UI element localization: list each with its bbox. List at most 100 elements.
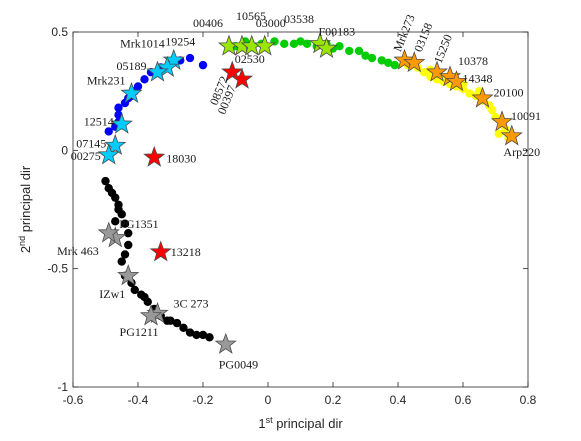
data-point <box>192 330 201 340</box>
star-label: 20100 <box>494 85 524 99</box>
star-label: PG0049 <box>219 357 258 371</box>
star-label: PG1351 <box>119 217 158 231</box>
star-label: 00275 <box>71 149 101 163</box>
star-label: F00183 <box>319 25 356 39</box>
star-label: 14348 <box>463 72 493 86</box>
star-label: 13218 <box>171 245 201 259</box>
stars-layer <box>97 32 523 354</box>
x-axis-label: 1st principal dir <box>258 415 343 431</box>
x-tick-label: -0.4 <box>128 393 149 407</box>
data-point <box>120 250 130 259</box>
star-marker <box>490 110 514 132</box>
data-point <box>280 39 289 49</box>
x-tick-label: -0.2 <box>193 393 214 407</box>
star-label: 10565 <box>236 9 266 23</box>
data-point <box>120 219 130 228</box>
x-tick-label: 0.4 <box>390 393 407 407</box>
star-labels-layer: Mrk1014 1925405189Mrk23112514071450027500… <box>57 9 541 371</box>
data-point <box>185 53 195 63</box>
star-marker <box>117 264 140 286</box>
y-tick-label: -0.5 <box>47 262 68 276</box>
data-point <box>130 285 139 295</box>
x-tick-label: -0.6 <box>63 393 84 407</box>
y-tick-label: 0 <box>61 143 68 157</box>
star-marker <box>214 332 237 354</box>
star-label: 18030 <box>166 151 196 165</box>
star-marker <box>120 81 143 103</box>
star-marker <box>139 304 163 326</box>
star-label: 19254 <box>165 35 195 49</box>
star-label: 07145 <box>76 137 106 151</box>
star-marker <box>445 70 468 92</box>
data-point <box>377 56 386 65</box>
data-point <box>198 60 208 70</box>
data-point <box>419 68 429 77</box>
data-point <box>367 53 377 63</box>
plot-frame <box>72 31 529 388</box>
data-point <box>296 37 305 46</box>
star-marker <box>146 60 169 82</box>
star-label: 12514 <box>84 114 114 128</box>
star-marker <box>104 133 127 156</box>
star-label: 02530 <box>235 52 265 66</box>
star-label: PG1211 <box>120 325 159 339</box>
star-marker <box>253 34 276 56</box>
star-label: 00406 <box>193 16 223 30</box>
data-point <box>185 328 195 337</box>
x-tick-label: 0 <box>265 393 272 407</box>
data-point <box>111 217 120 226</box>
star-marker <box>97 143 120 165</box>
data-point <box>465 89 474 98</box>
data-point <box>354 46 364 56</box>
data-point <box>140 292 149 302</box>
star-marker <box>143 145 166 167</box>
data-point <box>289 39 299 49</box>
star-label: 10378 <box>458 54 488 68</box>
data-point <box>124 228 133 238</box>
data-point <box>166 316 175 325</box>
data-point <box>335 42 344 51</box>
data-point <box>390 60 399 70</box>
star-marker <box>403 51 426 73</box>
data-point <box>361 51 370 60</box>
axes-layer: -0.6 -0.4 -0.2 0 0.2 0.4 0.6 0.8 -1 -0.5 0 0.5 <box>47 25 536 407</box>
star-marker <box>97 221 120 243</box>
star-marker <box>156 55 179 77</box>
data-point <box>494 129 503 138</box>
data-point <box>345 46 354 56</box>
star-label: IZw1 <box>99 287 125 301</box>
star-label: 03158 <box>411 21 435 54</box>
data-point <box>124 240 133 250</box>
x-tick-label: 0.6 <box>455 393 472 407</box>
star-marker <box>315 36 338 59</box>
data-point <box>111 193 120 202</box>
y-axis-label: 2nd principal dir <box>17 165 33 253</box>
data-point <box>104 127 113 136</box>
star-marker <box>500 124 523 146</box>
star-marker <box>149 240 172 262</box>
star-marker <box>471 86 494 108</box>
star-marker <box>425 60 449 82</box>
data-point <box>140 75 149 84</box>
data-point <box>101 176 110 186</box>
star-label: Mrk1014 <box>120 36 165 50</box>
star-label: Mrk231 <box>87 74 126 88</box>
y-tick-label: 0.5 <box>51 25 68 39</box>
data-point <box>384 58 393 67</box>
dots-layer <box>101 37 513 342</box>
star-label: 03000 <box>256 16 286 30</box>
star-label: 03538 <box>284 12 314 26</box>
data-point <box>172 318 182 328</box>
data-point <box>302 39 312 49</box>
data-point <box>198 330 208 340</box>
star-label: Mrk 463 <box>57 244 99 258</box>
star-label: 15250 <box>431 32 455 65</box>
data-point <box>117 257 126 266</box>
data-point <box>179 323 188 333</box>
star-label: Arp220 <box>503 145 540 159</box>
data-point <box>488 105 497 115</box>
star-label: 10091 <box>511 109 541 123</box>
data-point <box>114 103 123 112</box>
